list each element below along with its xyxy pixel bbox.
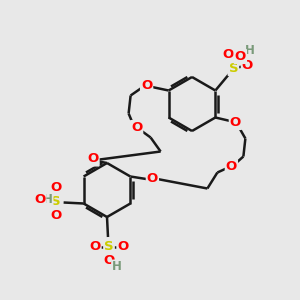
Text: O: O (34, 193, 45, 206)
Text: O: O (147, 172, 158, 185)
Text: O: O (141, 79, 152, 92)
Text: O: O (50, 181, 61, 194)
Text: O: O (89, 241, 100, 254)
Text: O: O (131, 121, 142, 134)
Text: O: O (103, 254, 115, 266)
Text: S: S (51, 195, 60, 208)
Text: S: S (104, 241, 114, 254)
Text: S: S (229, 62, 238, 75)
Text: H: H (112, 260, 122, 274)
Text: O: O (242, 59, 253, 72)
Text: O: O (235, 50, 246, 63)
Text: O: O (117, 241, 129, 254)
Text: O: O (87, 152, 99, 166)
Text: O: O (50, 209, 61, 222)
Text: H: H (43, 193, 52, 206)
Text: O: O (223, 48, 234, 61)
Text: O: O (230, 116, 241, 129)
Text: O: O (226, 160, 237, 173)
Text: H: H (244, 44, 254, 57)
